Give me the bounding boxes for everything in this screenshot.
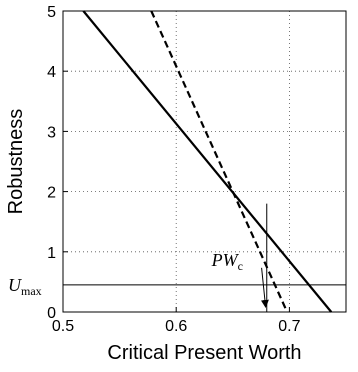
y-tick-label: 3	[47, 124, 56, 141]
y-tick-label: 5	[47, 4, 56, 21]
pw-c-main: PW	[211, 250, 240, 270]
solid-robustness-curve	[82, 10, 333, 313]
series-layer	[82, 10, 333, 313]
x-tick-label: 0.7	[278, 318, 300, 335]
u-max-main: U	[8, 275, 22, 295]
y-axis-label: Robustness	[5, 109, 27, 215]
grid-layer	[62, 10, 346, 313]
x-axis-label: Critical Present Worth	[107, 342, 301, 364]
u-max-label: Umax	[8, 275, 42, 298]
tick-layer: 0.5 0.6 0.7 0 1 2 3 4 5	[47, 4, 301, 335]
y-tick-label: 4	[47, 64, 56, 81]
plot-frame	[62, 10, 347, 313]
y-tick-label: 0	[47, 305, 56, 322]
pw-c-arrow	[260, 267, 269, 308]
x-tick-label: 0.5	[52, 318, 74, 335]
y-tick-label: 2	[47, 185, 56, 202]
y-tick-label: 1	[47, 245, 56, 262]
u-max-sub: max	[21, 284, 42, 298]
pw-c-sub: c	[238, 259, 243, 273]
dashed-robustness-curve	[150, 10, 289, 313]
pw-c-annotation: PWc	[211, 250, 243, 273]
x-tick-label: 0.6	[165, 318, 187, 335]
reference-lines-layer	[63, 203, 346, 312]
